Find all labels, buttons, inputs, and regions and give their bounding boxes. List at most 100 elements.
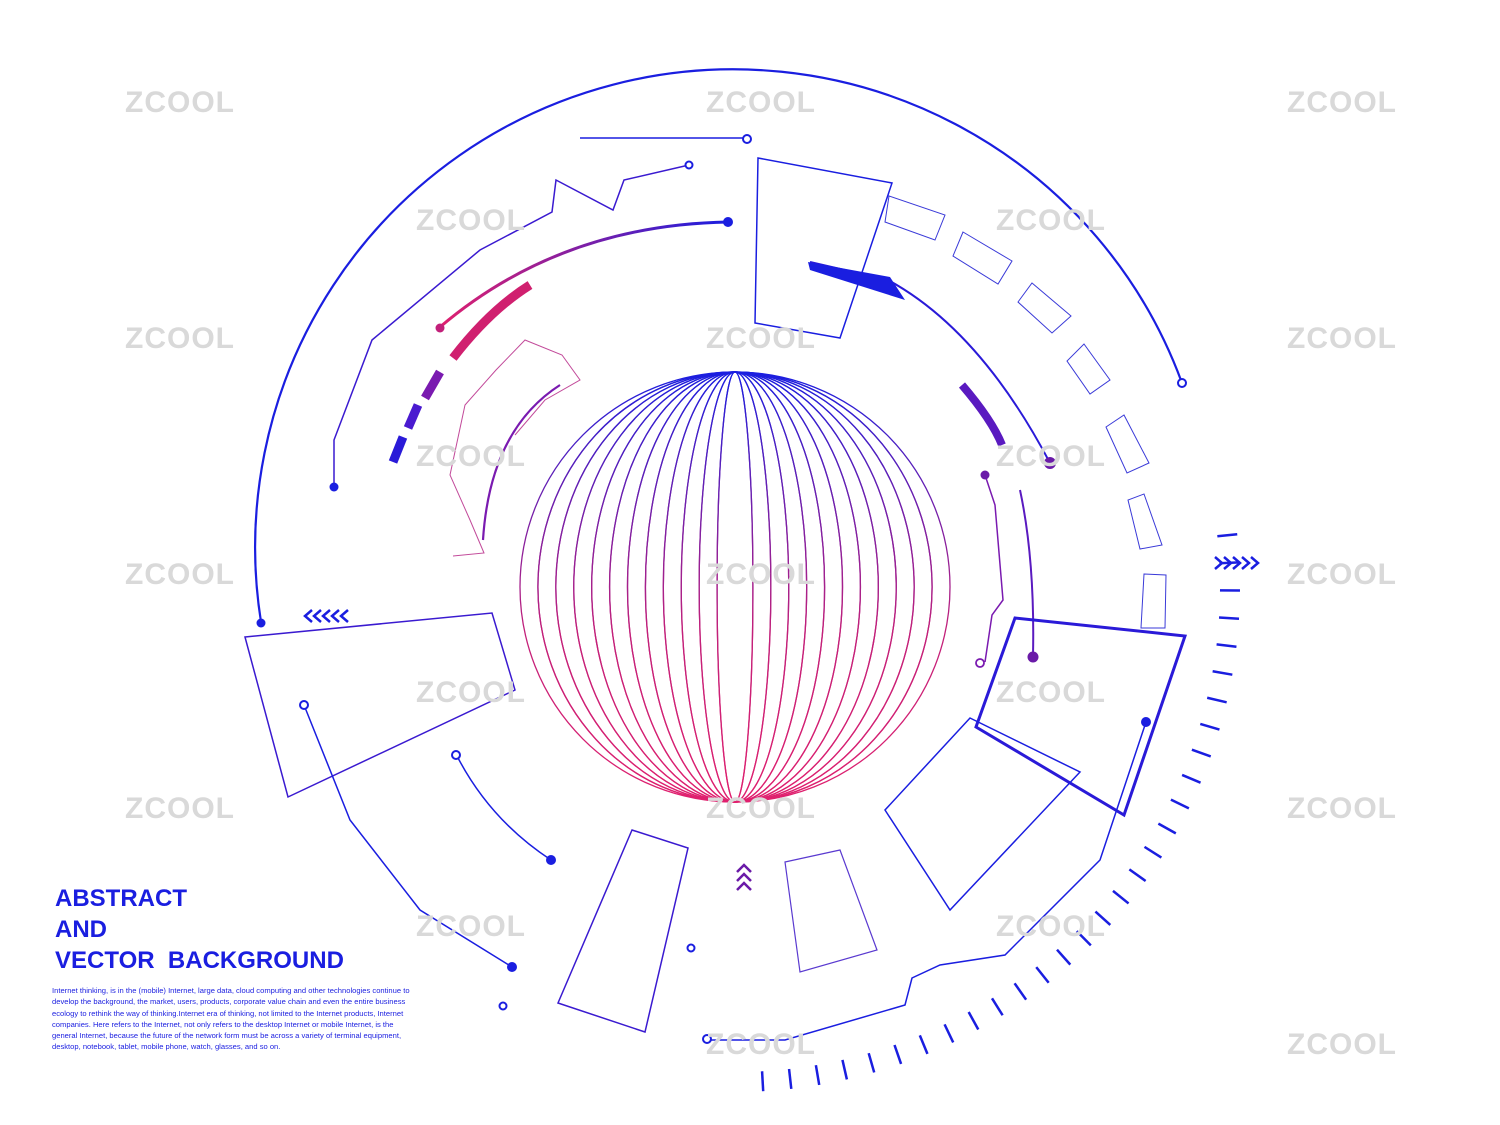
tick-mark: [1206, 696, 1227, 704]
watermark: ZCOOL: [996, 910, 1106, 943]
hud-panel-outline: [1127, 493, 1163, 550]
bracket-outline: [449, 339, 581, 557]
hud-panel-outline: [952, 231, 1013, 285]
circuit-trace: [984, 474, 1004, 663]
node-ring: [1177, 378, 1187, 388]
node-ring: [451, 750, 461, 760]
watermark: ZCOOL: [706, 322, 816, 355]
tick-mark: [1128, 868, 1147, 882]
tick-mark: [1056, 948, 1072, 966]
watermark: ZCOOL: [416, 440, 526, 473]
hud-panel-outline: [1105, 414, 1150, 474]
thick-arc-dash: [403, 403, 423, 430]
watermark: ZCOOL: [416, 910, 526, 943]
node-ring: [498, 1001, 508, 1011]
thick-arc-dash: [421, 369, 444, 401]
inner-gradient-arc: [439, 220, 729, 329]
watermark: ZCOOL: [706, 1028, 816, 1061]
circuit-trace: [333, 164, 690, 487]
watermark: ZCOOL: [996, 440, 1106, 473]
tick-mark: [814, 1064, 821, 1086]
node-dot: [1141, 717, 1151, 727]
tick-mark: [1181, 773, 1202, 784]
thick-bar: [808, 262, 905, 300]
node-dot: [723, 217, 733, 227]
hud-dynamic-shapes: [760, 195, 1240, 1092]
watermark: ZCOOL: [125, 322, 235, 355]
circuit-trace: [707, 721, 1147, 1041]
watermark: ZCOOL: [416, 676, 526, 709]
tick-mark: [1157, 822, 1177, 835]
headline-line-1: ABSTRACT: [55, 885, 187, 912]
node-dot: [507, 962, 517, 972]
chevron-up-icon: [736, 863, 752, 891]
panel-outline: [974, 616, 1188, 818]
node-dot: [256, 618, 266, 628]
circuit-trace: [303, 704, 513, 968]
node-ring: [684, 160, 694, 170]
tick-mark: [1143, 845, 1163, 859]
hud-panel-outline: [1140, 573, 1167, 629]
tick-mark: [1191, 748, 1212, 758]
tick-mark: [1013, 982, 1028, 1001]
tick-mark: [1218, 616, 1240, 620]
hud-panel-outline: [1066, 343, 1111, 395]
tick-mark: [841, 1059, 849, 1080]
wireframe-globe: [519, 371, 951, 803]
hud-panel-outline: [1017, 282, 1072, 334]
node-dot: [546, 855, 556, 865]
panel-outline: [754, 157, 893, 339]
node-ring: [299, 700, 309, 710]
body-paragraph: Internet thinking, is in the (mobile) In…: [52, 986, 410, 1052]
panel-outline: [884, 717, 1082, 912]
tick-mark: [1170, 798, 1190, 810]
inner-arc: [481, 384, 561, 541]
tick-mark: [967, 1011, 980, 1031]
tick-mark: [1217, 532, 1238, 538]
inner-arc: [1019, 489, 1035, 657]
watermark: ZCOOL: [1287, 792, 1397, 825]
watermark: ZCOOL: [1287, 322, 1397, 355]
watermark: ZCOOL: [1287, 558, 1397, 591]
tick-mark: [1112, 889, 1130, 905]
node-dot: [435, 323, 445, 333]
watermark: ZCOOL: [996, 676, 1106, 709]
watermark: ZCOOL: [1287, 86, 1397, 119]
watermark: ZCOOL: [416, 204, 526, 237]
watermark: ZCOOL: [125, 86, 235, 119]
node-dot: [329, 482, 339, 492]
tick-mark: [760, 1071, 765, 1092]
tick-mark: [787, 1068, 793, 1089]
watermark: ZCOOL: [706, 558, 816, 591]
watermark: ZCOOL: [706, 86, 816, 119]
node-ring: [702, 1034, 712, 1044]
headline-line-2: AND: [55, 916, 107, 943]
watermark: ZCOOL: [1287, 1028, 1397, 1061]
watermark: ZCOOL: [996, 204, 1106, 237]
tick-mark: [867, 1052, 876, 1073]
node-dot: [1044, 457, 1056, 469]
thick-arc-segment: [449, 281, 533, 361]
node-ring: [686, 943, 696, 953]
panel-outline: [244, 612, 516, 799]
watermark: ZCOOL: [125, 792, 235, 825]
tick-mark: [918, 1034, 929, 1055]
thick-arc-segment: [958, 382, 1006, 447]
tick-mark: [1075, 930, 1092, 947]
tick-mark: [1199, 722, 1220, 731]
thick-arc-dash: [388, 435, 408, 464]
inner-arc: [456, 755, 552, 861]
node-dot: [980, 470, 990, 480]
watermark: ZCOOL: [706, 792, 816, 825]
headline-line-3: VECTOR BACKGROUND: [55, 947, 344, 974]
tick-mark: [1094, 910, 1112, 926]
tick-mark: [1035, 966, 1050, 984]
tick-mark: [1216, 643, 1237, 649]
tick-mark: [943, 1023, 955, 1043]
globe-meridian-line: [537, 371, 933, 803]
tick-mark: [893, 1044, 903, 1065]
panel-outline: [556, 829, 689, 1033]
hud-panel-outline: [884, 195, 946, 241]
right-arc: [809, 261, 1051, 464]
